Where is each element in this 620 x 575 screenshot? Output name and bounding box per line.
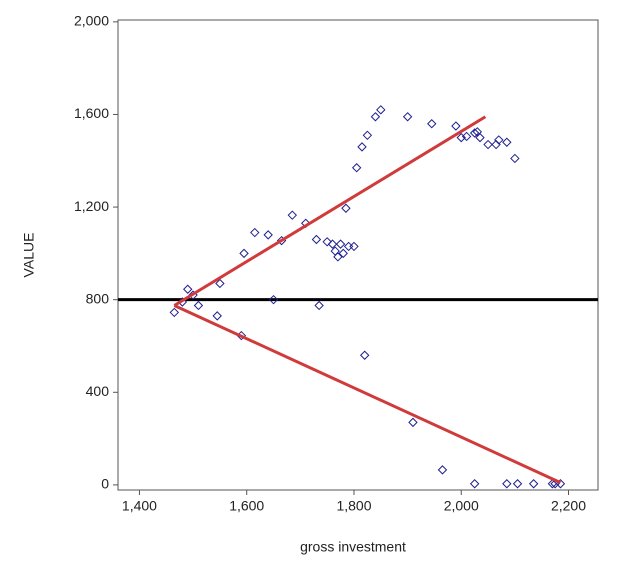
plot-frame — [117, 19, 599, 491]
y-tick-label: 2,000 — [74, 13, 109, 29]
point — [461, 131, 472, 142]
point — [502, 137, 512, 147]
point — [456, 132, 466, 143]
point — [215, 278, 225, 289]
x-tick-label: 2,200 — [551, 498, 586, 514]
y-tick-label: 0 — [101, 476, 109, 492]
point — [512, 479, 523, 489]
point — [451, 121, 461, 131]
point — [341, 203, 351, 213]
point — [475, 132, 485, 143]
point — [494, 135, 504, 145]
point — [349, 241, 359, 252]
point — [528, 479, 539, 489]
point — [338, 248, 348, 259]
point — [402, 112, 413, 122]
point — [343, 241, 354, 252]
point — [427, 119, 437, 129]
y-axis-label: VALUE — [21, 233, 37, 278]
point — [437, 465, 448, 475]
x-tick-label: 1,400 — [122, 498, 157, 514]
y-tick-label: 1,200 — [74, 198, 109, 214]
x-tick-label: 2,000 — [444, 498, 479, 514]
point — [250, 227, 260, 238]
fit-line — [173, 304, 562, 484]
point — [483, 139, 493, 150]
point — [547, 479, 558, 489]
point — [193, 300, 204, 311]
point — [370, 112, 381, 122]
point — [314, 300, 324, 311]
point — [287, 210, 298, 220]
point — [327, 239, 338, 249]
point — [510, 153, 520, 164]
point — [362, 130, 373, 141]
point — [333, 252, 343, 262]
point — [376, 105, 386, 115]
point — [311, 234, 322, 245]
point — [183, 284, 193, 294]
point — [169, 307, 180, 318]
point — [263, 230, 273, 240]
point — [357, 142, 367, 152]
point — [212, 311, 222, 321]
x-tick-label: 1,600 — [229, 498, 264, 514]
y-tick-label: 400 — [86, 383, 110, 399]
point — [469, 479, 480, 489]
y-tick-label: 1,600 — [74, 105, 109, 121]
y-tick-label: 800 — [86, 290, 110, 306]
point — [469, 128, 480, 138]
point — [502, 479, 512, 489]
point — [322, 237, 332, 247]
point — [335, 239, 346, 249]
point — [268, 294, 279, 305]
point — [239, 248, 249, 259]
point — [359, 350, 370, 360]
fit-line — [173, 115, 487, 307]
x-tick-label: 1,800 — [336, 498, 371, 514]
point — [408, 417, 418, 428]
point — [351, 163, 362, 173]
x-axis-label: gross investment — [300, 539, 406, 555]
